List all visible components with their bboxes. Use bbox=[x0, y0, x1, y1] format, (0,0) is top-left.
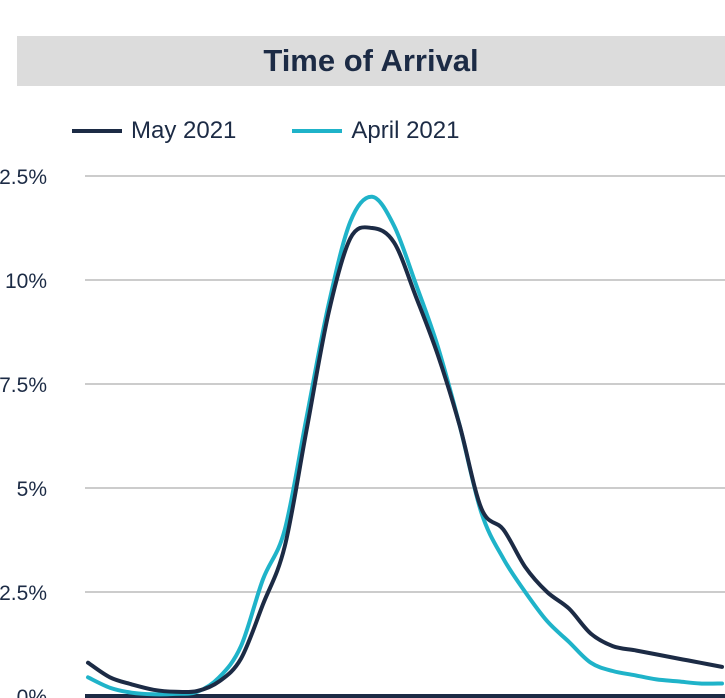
chart-legend: May 2021 April 2021 bbox=[72, 115, 459, 147]
y-tick-label: 12.5% bbox=[0, 166, 47, 189]
series-line-may-2021 bbox=[86, 225, 724, 695]
y-tick-label: 10% bbox=[5, 270, 47, 293]
legend-label-may-2021: May 2021 bbox=[131, 117, 237, 144]
chart-title: Time of Arrival bbox=[263, 43, 479, 78]
legend-label-april-2021: April 2021 bbox=[351, 117, 460, 144]
legend-item-may-2021: May 2021 bbox=[72, 117, 236, 145]
y-tick-label: 5% bbox=[17, 478, 47, 501]
chart-title-bar: Time of Arrival bbox=[17, 36, 725, 86]
y-tick-label: 2.5% bbox=[0, 582, 47, 605]
legend-swatch-may-2021 bbox=[72, 129, 122, 133]
y-tick-label: 0% bbox=[17, 686, 47, 698]
y-tick-label: 7.5% bbox=[0, 374, 47, 397]
legend-swatch-april-2021 bbox=[292, 129, 343, 133]
legend-item-april-2021: April 2021 bbox=[292, 117, 459, 145]
